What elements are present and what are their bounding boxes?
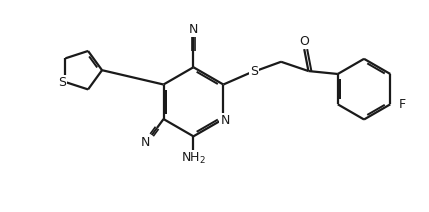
Text: F: F [399, 98, 406, 111]
Text: O: O [299, 35, 309, 48]
Text: NH$_2$: NH$_2$ [181, 151, 206, 166]
Text: N: N [221, 114, 230, 127]
Text: S: S [58, 76, 66, 89]
Text: N: N [189, 23, 198, 36]
Text: N: N [141, 136, 151, 149]
Text: S: S [250, 64, 258, 78]
